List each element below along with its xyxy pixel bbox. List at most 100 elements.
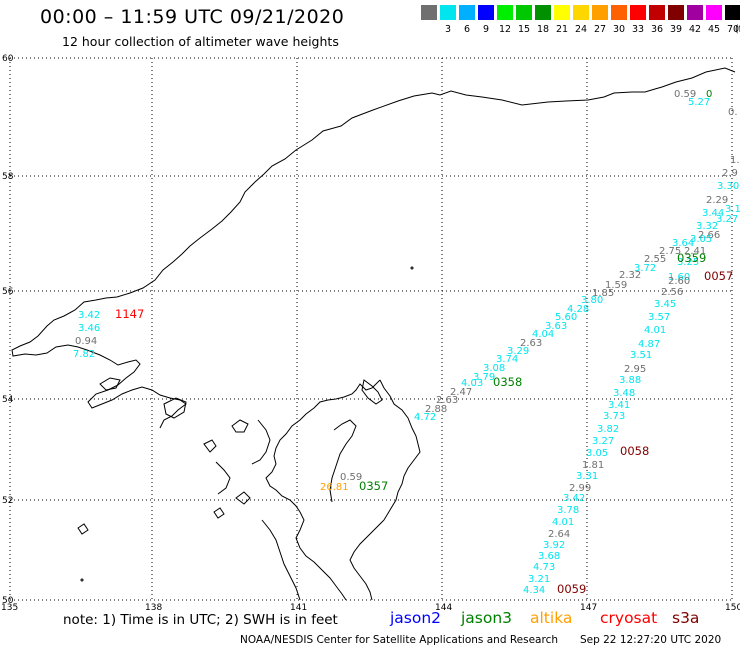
legend-satellite-jason3: jason3	[461, 609, 513, 627]
wave-height-label: 3.27	[592, 436, 614, 447]
lat-tick-label: 56	[2, 287, 14, 297]
wave-height-label: 0.59	[674, 89, 696, 100]
island-small-5	[77, 523, 89, 535]
island-north-1	[361, 379, 383, 405]
coastline-sakhalin-east	[349, 379, 421, 601]
legend-swatch	[687, 5, 703, 20]
wave-height-label: 3.30	[717, 181, 739, 192]
pass-time-label: 0357	[359, 479, 388, 493]
wave-height-label: 3.42	[563, 493, 585, 504]
island-shantar	[163, 397, 187, 419]
wave-height-label: 3.42	[78, 310, 100, 321]
legend-tick-label: 70	[726, 24, 740, 35]
wave-height-label: 3.29	[507, 346, 529, 357]
wave-height-label: 3.72	[634, 263, 656, 274]
wave-height-label: 3.78	[557, 505, 579, 516]
lon-tick-label: 150	[725, 603, 740, 613]
island-small-4	[213, 507, 225, 519]
coastline-sakhalin-west	[265, 379, 381, 601]
wave-height-label: 2.64	[548, 529, 570, 540]
island-small-1	[231, 419, 249, 433]
legend-swatch	[725, 5, 740, 20]
legend-swatch	[630, 5, 646, 20]
legend-swatch	[573, 5, 589, 20]
pass-time-label: 0359	[677, 251, 706, 265]
wave-height-label: 3.63	[545, 321, 567, 332]
coastline	[11, 67, 736, 601]
wave-height-label: 2.56	[661, 287, 683, 298]
wave-height-label: 3.1	[725, 204, 740, 215]
legend-satellite-cryosat: cryosat	[600, 609, 658, 627]
legend-tick-label: 33	[631, 24, 645, 35]
wave-height-label: 4.01	[644, 325, 666, 336]
lat-tick-label: 58	[2, 172, 14, 182]
pass-time-label: 0057	[704, 269, 733, 283]
legend-tick-label: 42	[688, 24, 702, 35]
legend-swatch	[706, 5, 722, 20]
legend-tick-label: 30	[612, 24, 626, 35]
map-title: 00:00 – 11:59 UTC 09/21/2020	[40, 6, 345, 28]
legend-swatch	[611, 5, 627, 20]
island-dot-1	[410, 266, 414, 270]
lon-tick-label: 141	[290, 603, 307, 613]
wave-height-label: 2.47	[450, 387, 472, 398]
island-dot-2	[80, 578, 84, 582]
coastline-mainland	[11, 67, 736, 429]
coast-bay-2	[215, 461, 231, 495]
wave-height-label: 4.72	[414, 412, 436, 423]
wave-height-label: 2.88	[425, 404, 447, 415]
coastline-sakhalin-inner	[329, 419, 357, 503]
legend-swatch	[440, 5, 456, 20]
wave-height-label: 3.32	[696, 221, 718, 232]
wave-height-label: 3.82	[597, 424, 619, 435]
lon-tick-label: 147	[580, 603, 597, 613]
wave-height-label: 2.63	[436, 395, 458, 406]
wave-height-label: 0.	[728, 107, 738, 118]
footer-credit: NOAA/NESDIS Center for Satellite Applica…	[240, 634, 558, 646]
wave-height-label: 4.04	[532, 329, 554, 340]
legend-tick-label: 39	[669, 24, 683, 35]
legend-swatch	[516, 5, 532, 20]
wave-height-label: 2.55	[644, 254, 666, 265]
wave-height-label: 2.95	[624, 364, 646, 375]
pass-time-label: 0358	[493, 375, 522, 389]
wave-height-label: 5.60	[555, 312, 577, 323]
wave-height-label: 1.	[730, 155, 740, 166]
wave-height-label: 3.74	[496, 354, 518, 365]
footer-note: note: 1) Time is in UTC; 2) SWH is in fe…	[63, 612, 338, 628]
wave-height-label: 2.29	[706, 195, 728, 206]
legend-tick-label: 3	[444, 24, 452, 35]
pass-time-label: 0059	[557, 582, 586, 596]
wave-height-label: 1.59	[605, 280, 627, 291]
wave-height-label: 4.34	[523, 585, 545, 596]
wave-height-label: 1.81	[582, 460, 604, 471]
wave-height-label: 3.80	[581, 295, 603, 306]
wave-height-label: 3.31	[576, 471, 598, 482]
wave-height-label: 2.66	[698, 230, 720, 241]
wave-height-label: 2.99	[569, 483, 591, 494]
lat-tick-label: 54	[2, 395, 14, 405]
wave-height-label: 2.63	[520, 338, 542, 349]
legend-tick-label: 36	[650, 24, 664, 35]
lon-tick-label: 135	[1, 603, 18, 613]
wave-height-label: 3.64	[672, 238, 694, 249]
wave-height-label: 3.45	[654, 299, 676, 310]
wave-height-label: 0	[706, 89, 712, 100]
legend-swatch	[535, 5, 551, 20]
wave-height-label: 3.92	[543, 540, 565, 551]
wave-height-label: 3.21	[528, 574, 550, 585]
lat-lon-grid	[9, 57, 733, 601]
legend-tick-label: 18	[536, 24, 550, 35]
legend-tick-label: 15	[517, 24, 531, 35]
wave-height-label: 2.60	[668, 276, 690, 287]
map-subtitle: 12 hour collection of altimeter wave hei…	[62, 34, 339, 49]
wave-height-label: 3.05	[690, 234, 712, 245]
legend-tick-label: 27	[593, 24, 607, 35]
lon-tick-label: 144	[435, 603, 452, 613]
legend-swatch	[478, 5, 494, 20]
legend-swatch	[459, 5, 475, 20]
legend-satellite-jason2: jason2	[390, 609, 442, 627]
wave-height-label: 3.44	[702, 208, 724, 219]
